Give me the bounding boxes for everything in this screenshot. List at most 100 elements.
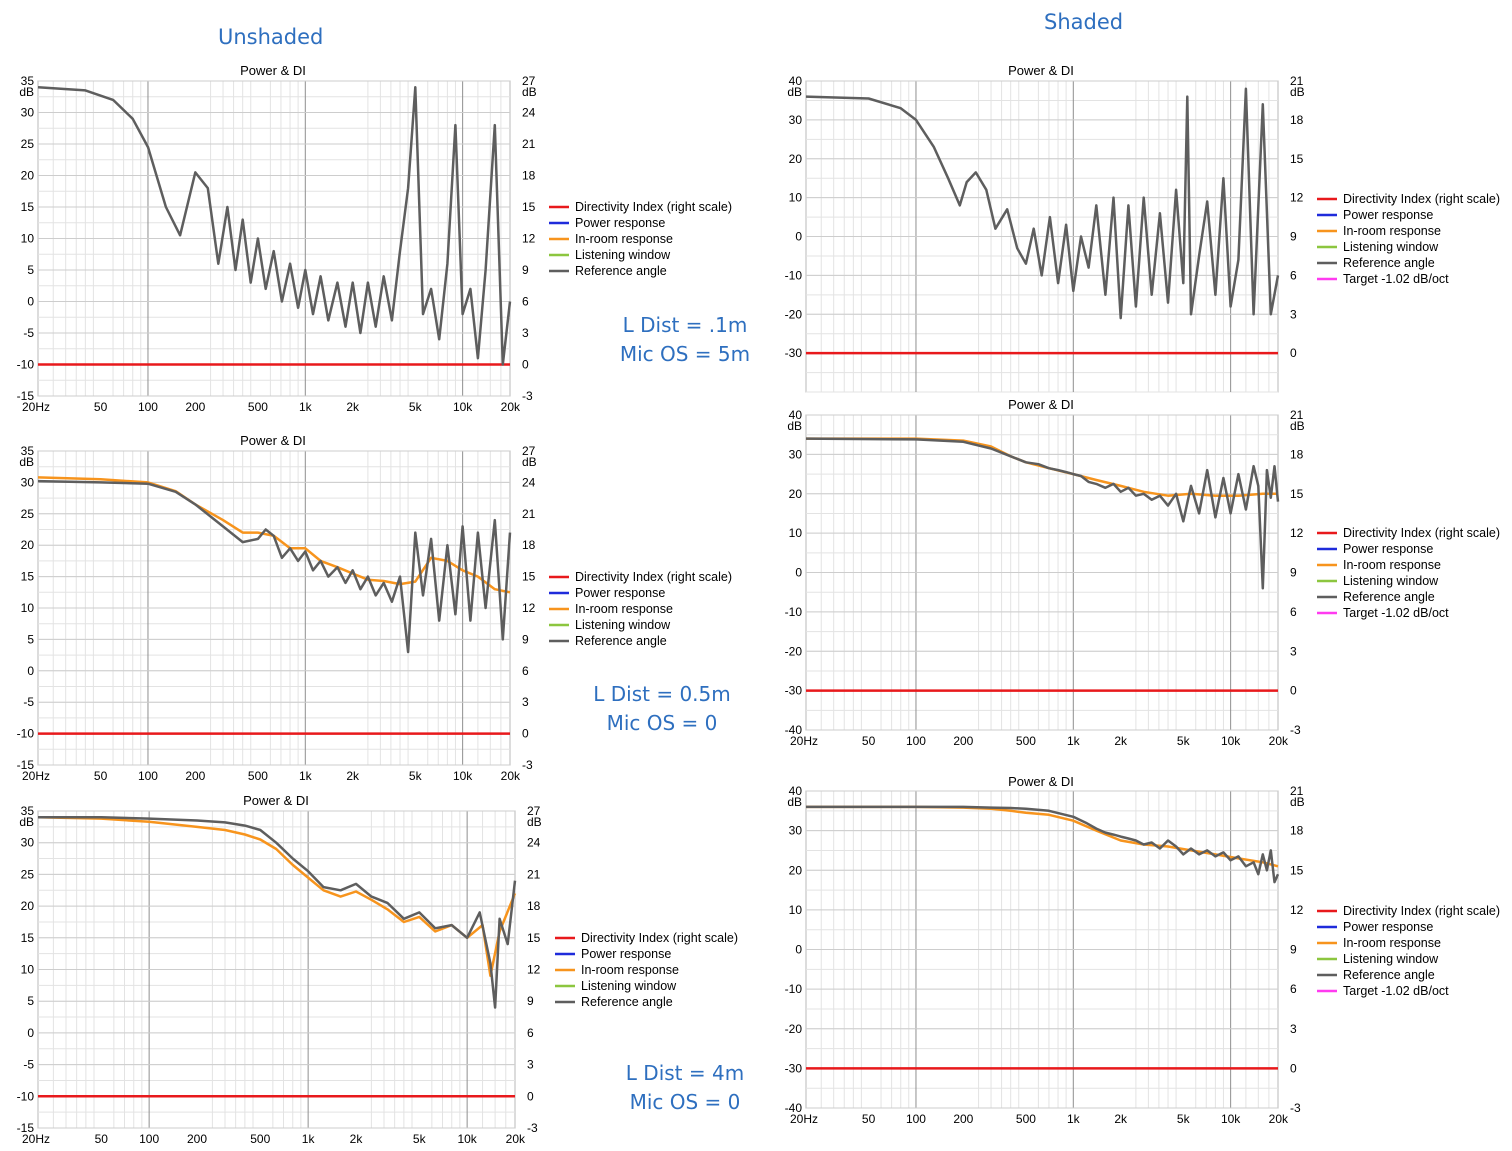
note-2-line-1: L Dist = 0.5m (593, 682, 731, 706)
y-unit-label: dB (19, 455, 34, 469)
y2-unit-label: dB (522, 85, 537, 99)
x-tick-label: 200 (953, 1112, 973, 1126)
y-tick-label: 40 (789, 74, 803, 88)
y-tick-label: -10 (785, 982, 803, 996)
y2-tick-label: 6 (522, 295, 529, 309)
y-tick-label: 30 (789, 824, 803, 838)
x-tick-label: 500 (248, 400, 268, 414)
note-1-line-1: L Dist = .1m (622, 313, 748, 337)
y2-tick-label: 3 (1290, 644, 1297, 658)
y2-tick-label: 3 (1290, 1022, 1297, 1036)
y2-tick-label: 9 (522, 263, 529, 277)
y2-tick-label: 0 (522, 727, 529, 741)
y-tick-label: 40 (789, 784, 803, 798)
y2-tick-label: -3 (1290, 723, 1301, 737)
y2-tick-label: 0 (527, 1089, 534, 1103)
x-tick-label: 50 (94, 400, 108, 414)
y2-tick-label: 21 (522, 137, 536, 151)
x-tick-label: 500 (250, 1132, 270, 1146)
y-tick-label: 10 (789, 903, 803, 917)
y2-tick-label: 18 (1290, 824, 1304, 838)
y-tick-label: 20 (789, 152, 803, 166)
y2-tick-label: 21 (527, 867, 541, 881)
x-tick-label: 20k (501, 769, 521, 783)
legend-label: In-room response (1343, 224, 1441, 238)
y-tick-label: 20 (21, 899, 35, 913)
series-in-room-response (37, 816, 517, 978)
x-tick-label: 20Hz (790, 734, 818, 748)
y-tick-label: 10 (789, 191, 803, 205)
y2-tick-label: 6 (1290, 605, 1297, 619)
y-tick-label: 10 (21, 601, 35, 615)
chart-title: Power & DI (240, 63, 306, 78)
legend-label: Power response (1343, 920, 1433, 934)
y2-tick-label: -3 (1290, 1101, 1301, 1115)
x-tick-label: 200 (953, 734, 973, 748)
x-tick-label: 10k (1221, 1112, 1241, 1126)
y-tick-label: -15 (17, 389, 35, 403)
y2-tick-label: 3 (1290, 307, 1297, 321)
y-tick-label: -5 (23, 1058, 34, 1072)
y2-tick-label: 15 (522, 570, 536, 584)
legend-label: Directivity Index (right scale) (575, 200, 732, 214)
y2-tick-label: 18 (1290, 113, 1304, 127)
legend-label: Reference angle (1343, 968, 1435, 982)
x-tick-label: 100 (139, 1132, 159, 1146)
y2-unit-label: dB (522, 455, 537, 469)
y2-tick-label: 3 (522, 695, 529, 709)
x-tick-label: 500 (1016, 1112, 1036, 1126)
y2-tick-label: 0 (522, 358, 529, 372)
legend-label: Listening window (581, 979, 677, 993)
y-tick-label: -20 (785, 307, 803, 321)
chart-unshaded-3: Power & DI35302520151050-5-10-15dB272421… (17, 793, 738, 1146)
y-tick-label: -30 (785, 346, 803, 360)
y-tick-label: -30 (785, 1061, 803, 1075)
y-tick-label: -10 (17, 1089, 35, 1103)
x-tick-label: 2k (346, 400, 360, 414)
chart-title: Power & DI (1008, 397, 1074, 412)
y2-tick-label: 12 (522, 232, 536, 246)
y2-tick-label: 24 (522, 106, 536, 120)
legend-label: In-room response (575, 602, 673, 616)
x-tick-label: 2k (1114, 1112, 1128, 1126)
y-tick-label: 5 (27, 632, 34, 646)
x-tick-label: 10k (453, 769, 473, 783)
x-tick-label: 2k (346, 769, 360, 783)
y-unit-label: dB (787, 85, 802, 99)
y2-tick-label: 0 (1290, 1061, 1297, 1075)
y2-tick-label: 21 (522, 507, 536, 521)
x-tick-label: 100 (138, 769, 158, 783)
legend-label: Directivity Index (right scale) (1343, 904, 1500, 918)
y-tick-label: 0 (27, 1026, 34, 1040)
legend-label: Reference angle (575, 264, 667, 278)
heading-shaded: Shaded (1044, 10, 1124, 34)
y2-unit-label: dB (527, 815, 542, 829)
y-tick-label: -40 (785, 1101, 803, 1115)
x-tick-label: 2k (350, 1132, 364, 1146)
y-unit-label: dB (19, 85, 34, 99)
y2-tick-label: 6 (522, 664, 529, 678)
series-reference-angle (37, 479, 512, 654)
y-tick-label: -40 (785, 723, 803, 737)
legend-label: Listening window (575, 248, 671, 262)
chart-shaded-2: Power & DI403020100-10-20-30-40dB2118151… (785, 397, 1500, 748)
y2-tick-label: 27 (522, 444, 536, 458)
legend-label: Target -1.02 dB/oct (1343, 272, 1449, 286)
chart-unshaded-2: Power & DI35302520151050-5-10-15dB272421… (17, 433, 732, 783)
y2-tick-label: 3 (522, 326, 529, 340)
y-tick-label: -15 (17, 758, 35, 772)
y-tick-label: 35 (21, 74, 35, 88)
series-reference-angle (806, 805, 1280, 884)
x-tick-label: 20k (1269, 734, 1289, 748)
y-unit-label: dB (787, 795, 802, 809)
legend-label: Power response (581, 947, 671, 961)
legend-label: Power response (575, 216, 665, 230)
legend-label: Listening window (1343, 952, 1439, 966)
y-tick-label: 40 (789, 408, 803, 422)
x-tick-label: 5k (409, 400, 423, 414)
y2-tick-label: 0 (1290, 346, 1297, 360)
legend-label: Directivity Index (right scale) (575, 570, 732, 584)
legend-label: In-room response (575, 232, 673, 246)
x-tick-label: 20Hz (22, 1132, 50, 1146)
